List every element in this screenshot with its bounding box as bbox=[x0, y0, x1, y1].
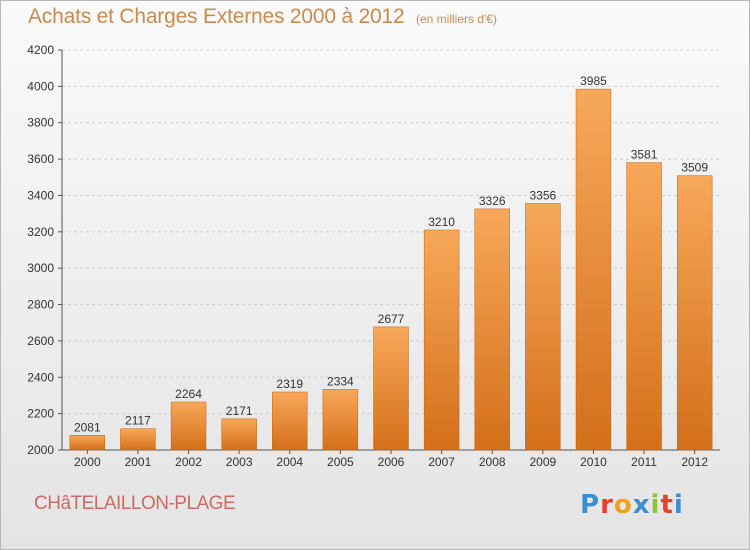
x-tick-label: 2006 bbox=[378, 455, 405, 469]
bar-2007 bbox=[423, 229, 460, 451]
x-tick-label: 2003 bbox=[226, 455, 253, 469]
bar-2008 bbox=[474, 208, 510, 451]
bar-2002 bbox=[170, 401, 207, 451]
logo-letter: i bbox=[673, 490, 684, 520]
bar-2000 bbox=[69, 435, 106, 451]
x-tick-label: 2002 bbox=[175, 455, 202, 469]
y-tick-label: 2000 bbox=[27, 443, 54, 457]
value-label: 2081 bbox=[74, 420, 101, 434]
y-tick-label: 3000 bbox=[27, 261, 54, 275]
bar-2003 bbox=[221, 418, 257, 451]
y-tick-label: 3800 bbox=[27, 116, 54, 130]
value-label: 2319 bbox=[276, 377, 303, 391]
y-tick-labels: 2000 2200 2400 2600 2800 3000 3200 3400 3600 3800… bbox=[27, 43, 54, 457]
bar-2010 bbox=[575, 88, 612, 451]
value-label: 2677 bbox=[378, 312, 405, 326]
x-tick-label: 2012 bbox=[681, 455, 708, 469]
y-tick-label: 2800 bbox=[27, 298, 54, 312]
y-tick-label: 3400 bbox=[27, 188, 54, 202]
bar-2004 bbox=[272, 391, 308, 451]
logo-letter: P bbox=[580, 490, 601, 520]
value-label: 3509 bbox=[681, 161, 708, 175]
bar-2001 bbox=[120, 428, 156, 451]
value-label: 2334 bbox=[327, 374, 354, 388]
value-labels: 2081 2117 2264 2171 2319 2334 2677 3210 3326 3356… bbox=[74, 74, 708, 434]
x-tick-label: 2000 bbox=[74, 455, 101, 469]
logo-letter: t bbox=[660, 490, 674, 520]
y-tick-label: 2400 bbox=[27, 370, 54, 384]
x-tick-labels: 2000 2001 2002 2003 2004 2005 2006 2007 2008 2009… bbox=[74, 455, 708, 469]
x-tick-label: 2005 bbox=[327, 455, 354, 469]
proxiti-logo[interactable]: Proxiti bbox=[580, 490, 684, 520]
bar-2009 bbox=[525, 203, 561, 451]
chart-subtitle: (en milliers d'€) bbox=[416, 12, 497, 26]
x-tick-label: 2010 bbox=[580, 455, 607, 469]
x-tick-label: 2001 bbox=[125, 455, 152, 469]
bar-2005 bbox=[322, 389, 359, 451]
y-tick-label: 2600 bbox=[27, 334, 54, 348]
x-tick-label: 2011 bbox=[631, 455, 657, 469]
y-tick-label: 4200 bbox=[27, 43, 54, 57]
town-name: CHâTELAILLON-PLAGE bbox=[34, 493, 236, 514]
logo-letter: i bbox=[650, 490, 661, 520]
bar-2011 bbox=[626, 162, 662, 451]
value-label: 3210 bbox=[428, 215, 455, 229]
logo-letter: x bbox=[632, 490, 651, 520]
x-tick-label: 2008 bbox=[479, 455, 506, 469]
y-tick-label: 3600 bbox=[27, 152, 54, 166]
value-label: 3356 bbox=[529, 188, 556, 202]
bars bbox=[69, 88, 713, 451]
value-label: 3326 bbox=[479, 194, 506, 208]
value-label: 2117 bbox=[125, 414, 151, 428]
bar-2006 bbox=[373, 326, 409, 451]
x-tick-label: 2004 bbox=[276, 455, 303, 469]
bar-2012 bbox=[676, 175, 713, 451]
y-tick-label: 2200 bbox=[27, 407, 54, 421]
value-label: 3581 bbox=[631, 148, 658, 162]
y-tick-label: 3200 bbox=[27, 225, 54, 239]
logo-letter: r bbox=[600, 490, 614, 520]
chart-title: Achats et Charges Externes 2000 à 2012 bbox=[28, 5, 405, 28]
value-label: 2171 bbox=[226, 404, 253, 418]
x-tick-label: 2007 bbox=[428, 455, 455, 469]
value-label: 2264 bbox=[175, 387, 202, 401]
x-tick-label: 2009 bbox=[529, 455, 556, 469]
logo-letter: o bbox=[613, 490, 633, 520]
value-label: 3985 bbox=[580, 74, 607, 88]
y-tick-label: 4000 bbox=[27, 79, 54, 93]
